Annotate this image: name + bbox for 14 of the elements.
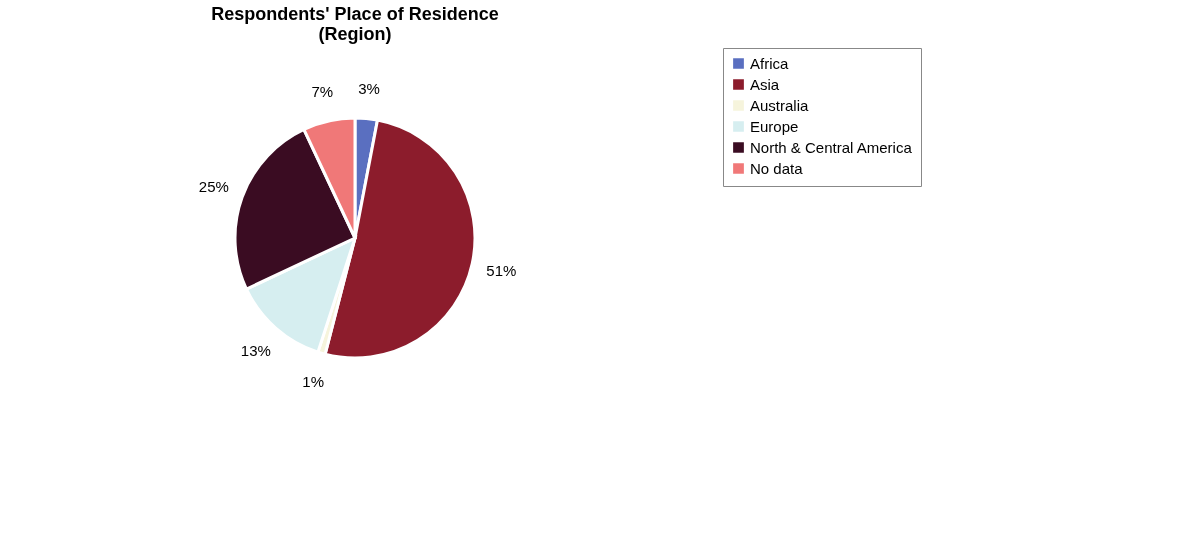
legend-label: Australia [750,96,810,114]
legend-label: North & Central America [750,138,913,156]
text: Respondents' Place of Residence [211,3,499,24]
text: (Region) [318,23,392,44]
data-label: 51% [486,261,517,279]
legend-label: No data [750,159,804,177]
data-label: 7% [311,82,334,100]
data-label: 3% [358,79,380,97]
legend-label: Africa [750,54,789,72]
data-label: 25% [198,178,229,196]
data-label: 1% [302,373,324,391]
legend-label: Europe [750,117,799,135]
data-label: 13% [240,341,271,359]
legend-label: Asia [750,75,780,93]
